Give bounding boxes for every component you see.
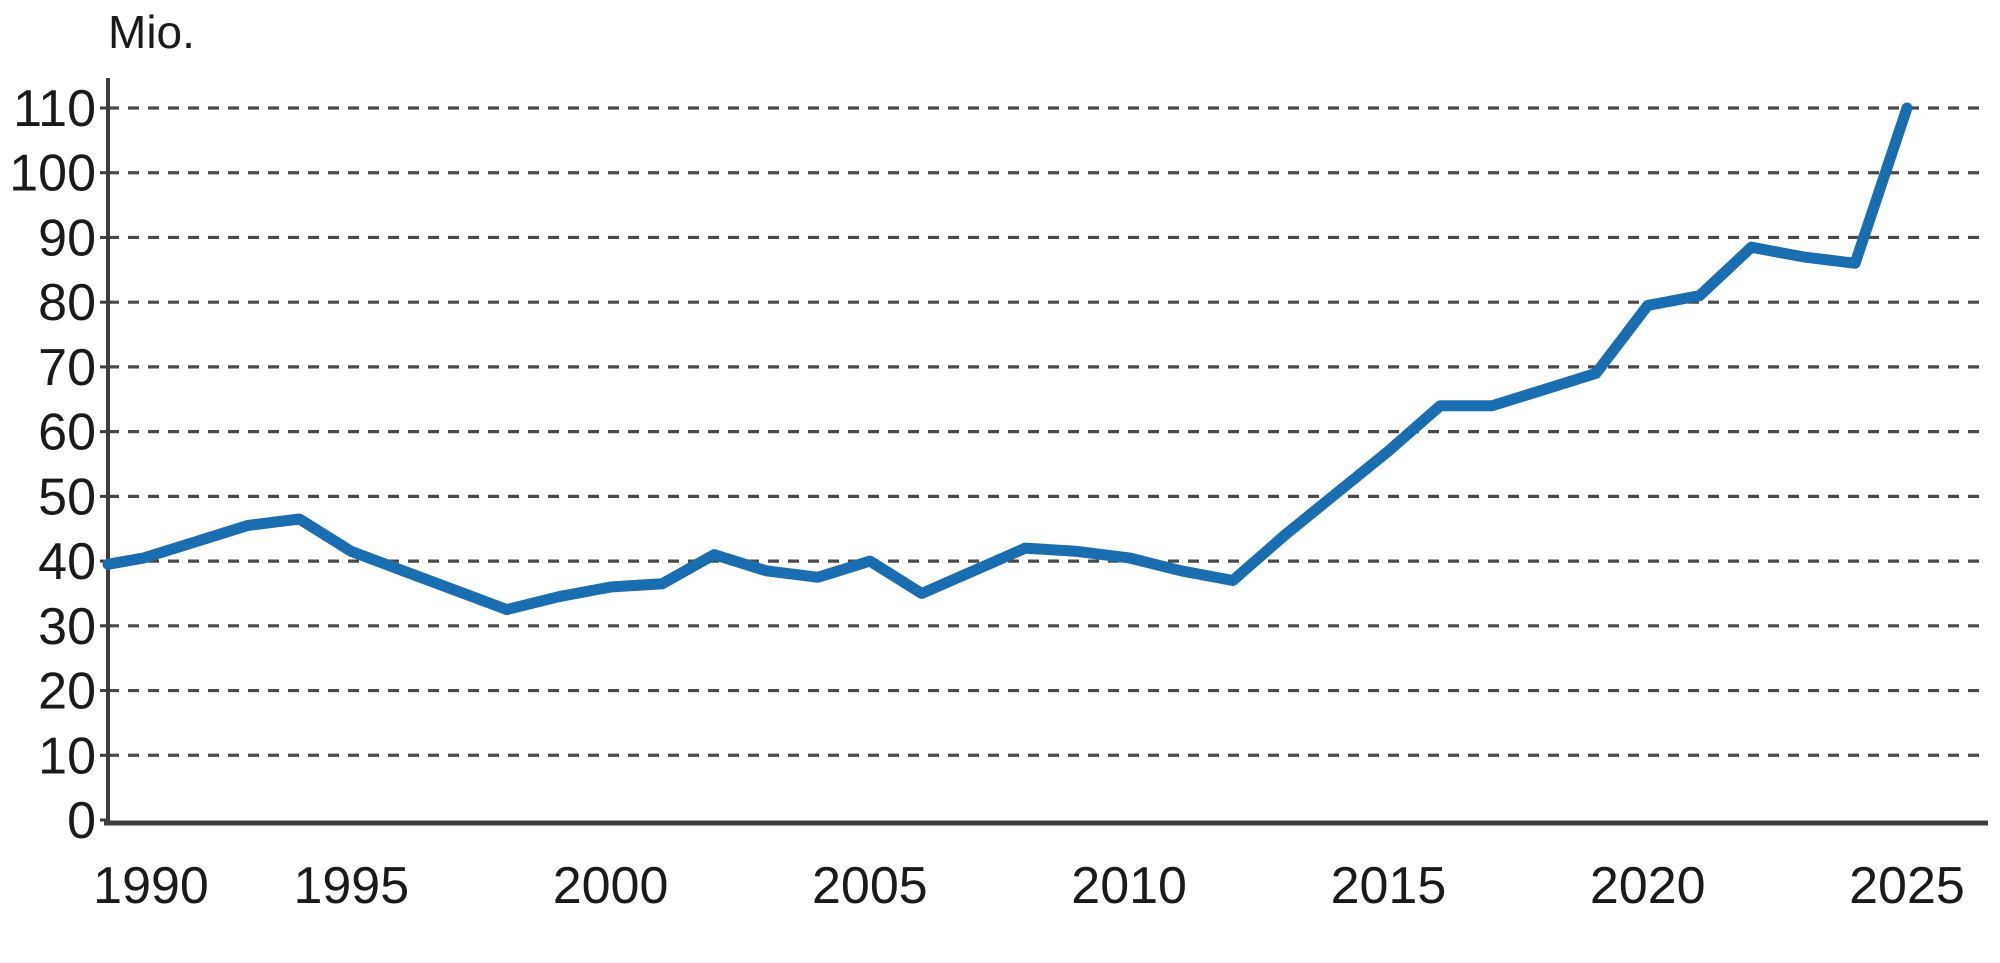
y-axis-tick-label: 90 xyxy=(38,209,96,267)
y-axis-tick-label: 20 xyxy=(38,663,96,721)
y-axis-tick-label: 100 xyxy=(9,145,96,203)
tick-labels-group: 0 10 20 30 40 50 60 70 80 90 100 110 1990 1995 2000 200… xyxy=(9,80,1965,915)
y-axis-tick-label: 30 xyxy=(38,598,96,656)
x-axis-tick-label: 2010 xyxy=(1071,857,1187,915)
x-axis-tick-label: 2025 xyxy=(1849,857,1965,915)
y-axis-tick-label: 80 xyxy=(38,274,96,332)
data-series-group xyxy=(102,102,1913,616)
y-axis-tick-label: 50 xyxy=(38,468,96,526)
x-axis-tick-label: 2020 xyxy=(1590,857,1706,915)
x-axis-tick-label: 2015 xyxy=(1331,857,1447,915)
x-axis-tick-label: 1990 xyxy=(93,857,209,915)
y-axis-unit-label: Mio. xyxy=(108,6,195,58)
y-axis-tick-label: 60 xyxy=(38,404,96,462)
axes-group xyxy=(100,78,1988,826)
y-axis-tick-label: 70 xyxy=(38,339,96,397)
x-axis-tick-label: 2000 xyxy=(553,857,669,915)
y-axis-tick-label: 10 xyxy=(38,727,96,785)
x-axis-tick-label: 1995 xyxy=(293,857,409,915)
y-axis-tick-label: 110 xyxy=(13,80,96,138)
data-line-series xyxy=(102,102,1913,616)
y-axis-tick-label: 0 xyxy=(67,792,96,850)
gridlines-group xyxy=(108,106,1988,757)
y-axis-tick-label: 40 xyxy=(38,533,96,591)
x-axis-tick-label: 2005 xyxy=(812,857,928,915)
